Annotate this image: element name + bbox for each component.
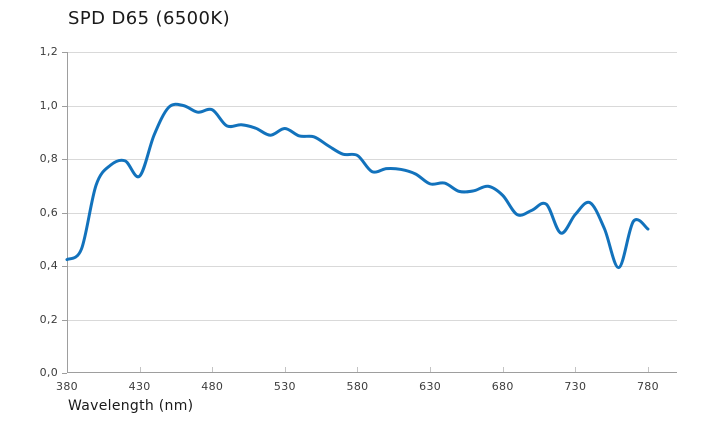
x-tick-label-480: 480 (201, 380, 224, 393)
y-tick-label-0,4: 0,4 (39, 259, 58, 272)
y-tick-label-0,6: 0,6 (39, 205, 58, 219)
x-tick-label-780: 780 (636, 380, 659, 393)
spd-series-line (65, 102, 650, 270)
y-tick-label-0,0: 0,0 (39, 366, 58, 379)
y-tick-label-0,2: 0,2 (39, 312, 58, 326)
spd-line-chart (62, 52, 677, 374)
y-tick-label-1,0: 1,0 (39, 98, 58, 112)
x-tick-label-430: 430 (128, 380, 151, 393)
plot-area (62, 52, 677, 374)
x-tick-label-680: 680 (491, 380, 514, 393)
x-tick-label-730: 730 (564, 380, 587, 393)
x-tick-label-530: 530 (273, 380, 296, 393)
y-tick-label-0,8: 0,8 (39, 152, 58, 165)
x-axis-title: Wavelength (nm) (68, 398, 194, 414)
x-tick-label-380: 380 (56, 380, 78, 393)
y-tick-label-1,2: 1,2 (39, 45, 58, 58)
x-tick-label-580: 580 (346, 380, 369, 393)
x-tick-label-630: 630 (419, 380, 442, 393)
chart-title: SPD D65 (6500K) (68, 8, 231, 29)
